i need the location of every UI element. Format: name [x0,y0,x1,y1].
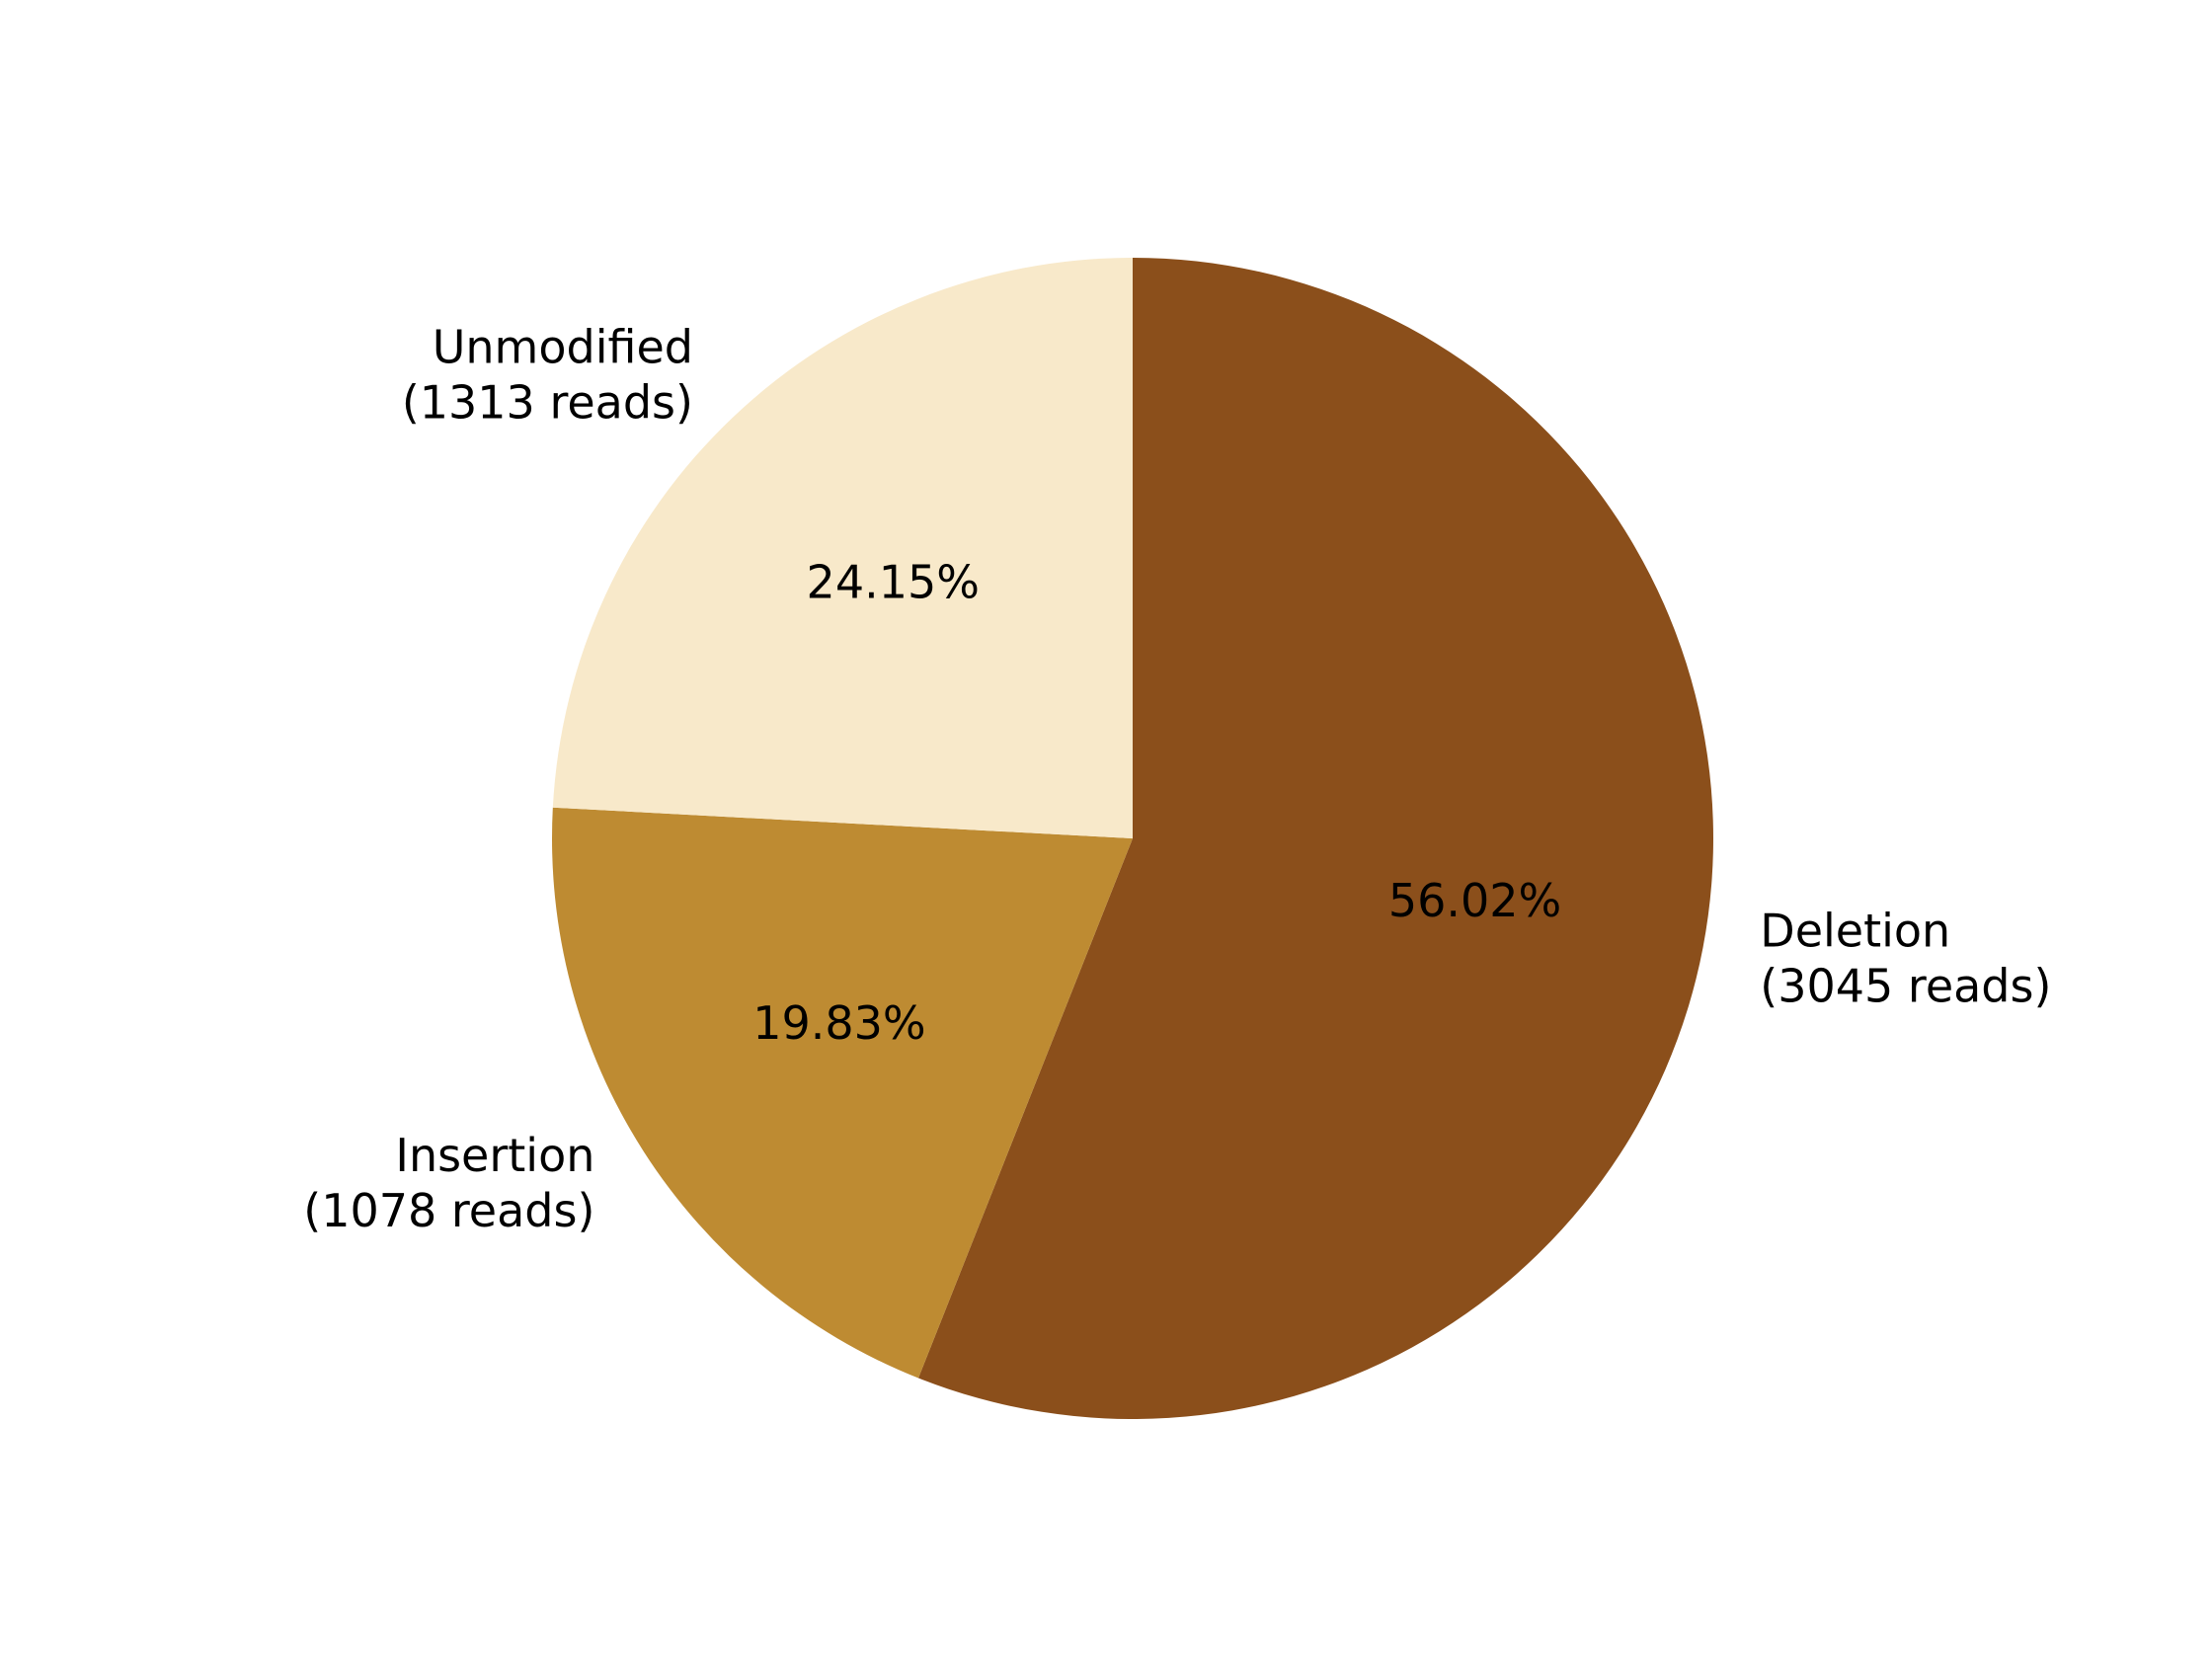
slice-label-deletion: Deletion (3045 reads) [1760,905,2051,1013]
labels-layer: 56.02% Deletion (3045 reads) 19.83% Insertio… [303,321,2051,1237]
slice-name-deletion: Deletion [1760,905,1950,958]
slice-count-unmodified: (1313 reads) [402,376,693,430]
percent-label-unmodified: 24.15% [807,555,980,608]
slices-layer [552,258,1713,1419]
slice-name-unmodified: Unmodified [433,321,693,374]
slice-label-insertion: Insertion (1078 reads) [303,1129,594,1237]
slice-label-unmodified: Unmodified (1313 reads) [402,321,693,430]
slice-count-deletion: (3045 reads) [1760,960,2051,1013]
percent-label-deletion: 56.02% [1388,874,1561,927]
slice-count-insertion: (1078 reads) [303,1184,594,1237]
pie-slice-deletion [918,258,1713,1419]
slice-name-insertion: Insertion [395,1129,594,1182]
pie-slice-unmodified [552,258,1133,838]
percent-label-insertion: 19.83% [752,996,925,1050]
pie-slice-insertion [552,807,1133,1379]
